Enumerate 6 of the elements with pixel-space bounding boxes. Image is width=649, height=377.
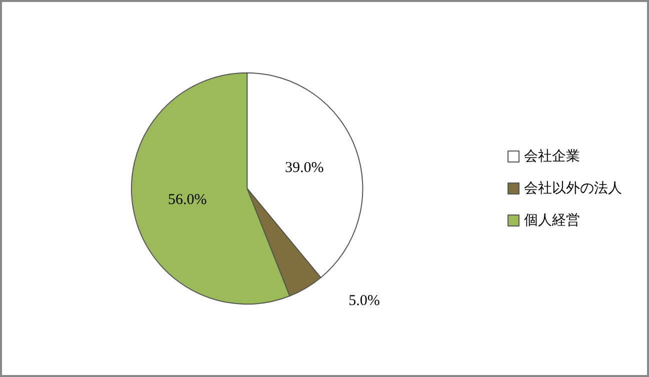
- legend-label: 個人経営: [524, 212, 580, 228]
- legend-label: 会社以外の法人: [524, 180, 622, 196]
- data-label: 5.0%: [348, 292, 380, 309]
- data-label: 56.0%: [168, 192, 207, 208]
- data-label: 39.0%: [284, 160, 324, 176]
- legend-label: 会社企業: [524, 148, 580, 164]
